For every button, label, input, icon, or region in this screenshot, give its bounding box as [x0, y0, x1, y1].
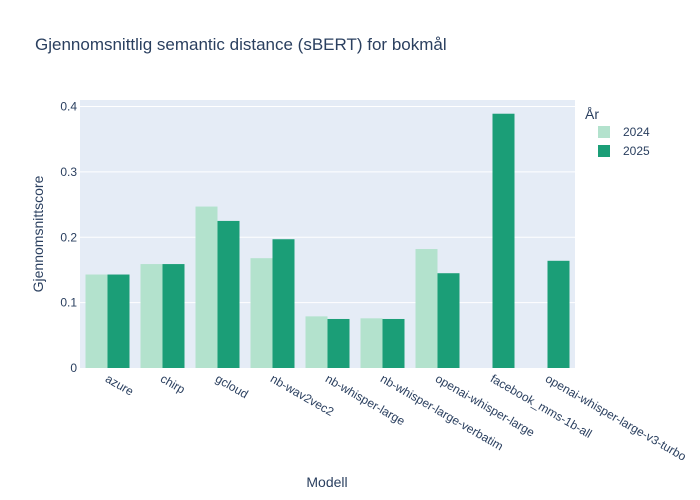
y-tick-labels: 0 0.1 0.2 0.3 0.4	[60, 100, 77, 375]
x-tick-label: azure	[103, 371, 136, 398]
x-tick-label: facebook_mms-1b-all	[488, 371, 594, 440]
x-tick-label: chirp	[158, 371, 188, 396]
legend-swatch-2025	[598, 145, 610, 157]
bar-2024-gcloud	[195, 206, 218, 368]
bar-2024-nb-wav2vec2	[250, 258, 273, 368]
y-tick-label: 0.4	[60, 100, 77, 114]
legend-label-2024: 2024	[623, 125, 650, 139]
bar-2025-chirp	[162, 264, 185, 368]
bar-2024-nb-whisper-large-verbatim	[360, 318, 383, 368]
bar-2025-openai-whisper-large-v3-turbo	[547, 260, 570, 368]
y-tick-label: 0.2	[60, 230, 77, 244]
bar-2025-nb-whisper-large	[327, 318, 350, 368]
bar-2024-openai-whisper-large	[415, 249, 438, 368]
bar-2025-gcloud	[217, 220, 240, 368]
bar-2025-nb-wav2vec2	[272, 239, 295, 368]
chart-title: Gjennomsnittlig semantic distance (sBERT…	[35, 35, 447, 54]
bar-2025-azure	[107, 274, 130, 368]
bar-2024-chirp	[140, 264, 163, 368]
y-tick-label: 0	[70, 361, 77, 375]
legend: År 2024 2025	[585, 106, 650, 158]
bar-2025-openai-whisper-large	[437, 273, 460, 368]
y-axis-title: Gjennomsnittscore	[30, 175, 46, 292]
bar-2024-nb-whisper-large	[305, 316, 328, 368]
y-tick-label: 0.3	[60, 165, 77, 179]
bars	[85, 113, 570, 368]
bar-2025-facebook_mms-1b-all	[492, 113, 515, 368]
x-axis-title: Modell	[306, 474, 347, 490]
bar-2025-nb-whisper-large-verbatim	[382, 318, 405, 368]
y-tick-label: 0.1	[60, 296, 77, 310]
bar-2024-azure	[85, 274, 108, 368]
legend-title: År	[585, 106, 599, 122]
legend-swatch-2024	[598, 126, 610, 138]
x-tick-labels: azure chirp gcloud nb-wav2vec2nb-whisper-la…	[103, 371, 689, 463]
x-tick-label: gcloud	[213, 371, 251, 401]
legend-label-2025: 2025	[623, 144, 650, 158]
